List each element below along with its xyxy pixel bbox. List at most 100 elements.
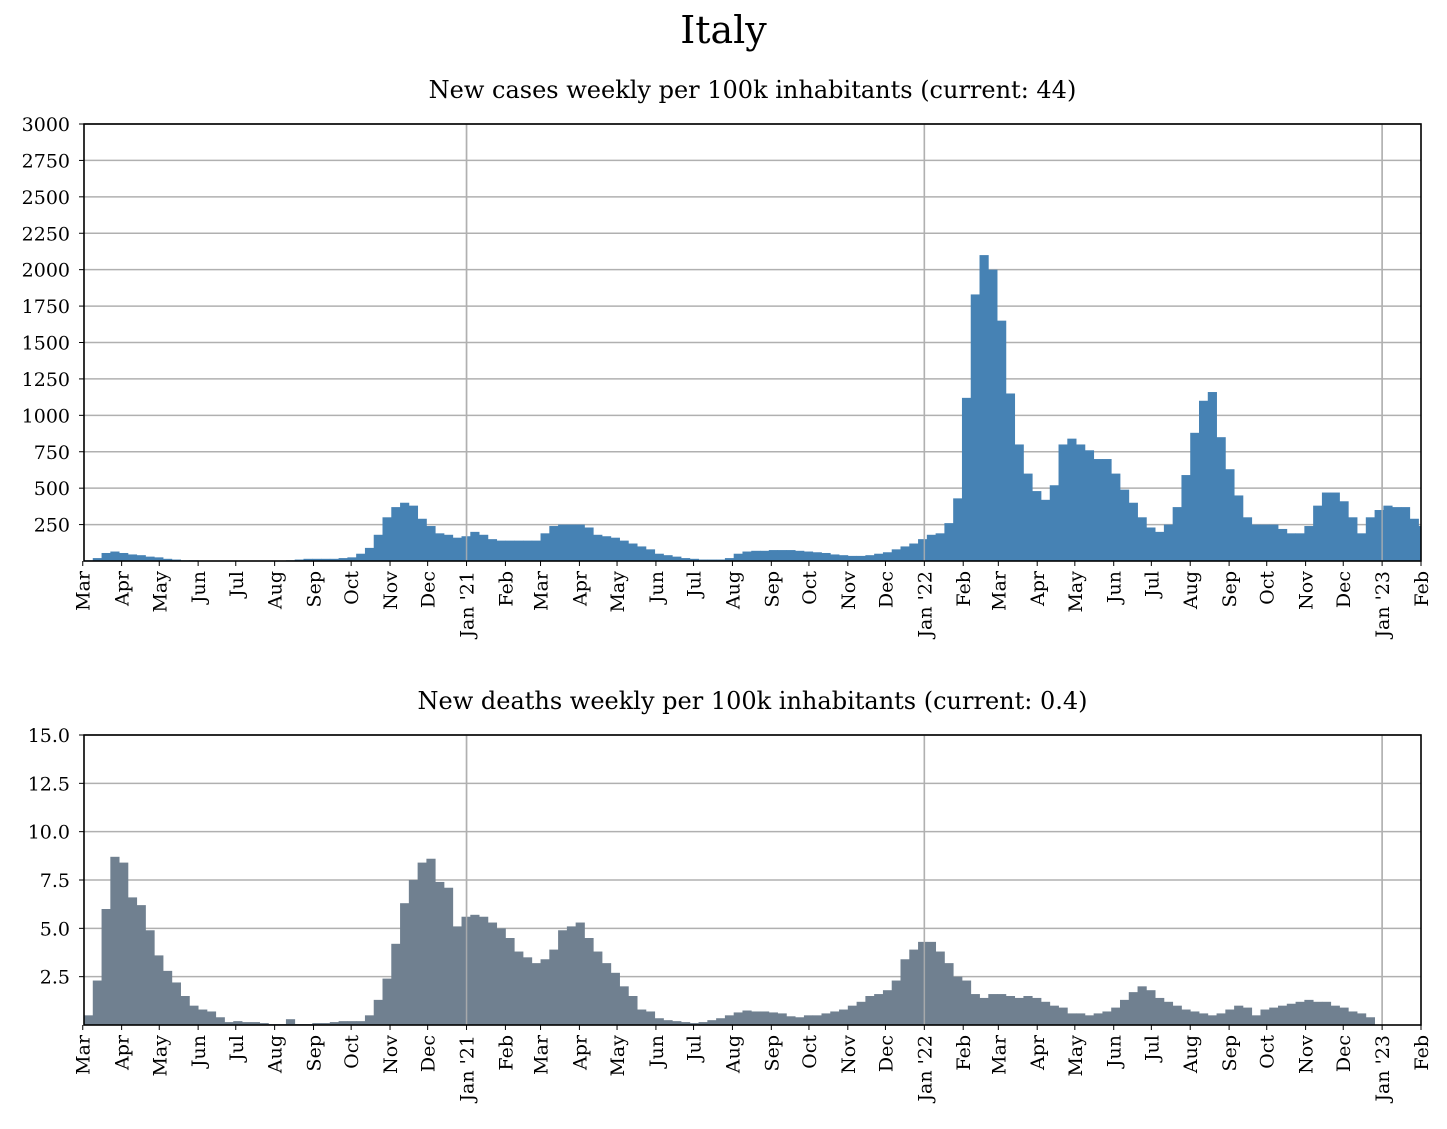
cases-bar [435, 533, 445, 561]
deaths-bar [408, 880, 419, 1025]
deaths-bar [1365, 1017, 1375, 1025]
cases-bar [724, 558, 735, 561]
cases-ytick-label: 250 [34, 515, 70, 537]
cases-bar [391, 507, 401, 561]
cases-bar [1058, 444, 1068, 561]
deaths-xtick-label: Oct [1257, 1035, 1279, 1069]
deaths-bar [1119, 999, 1130, 1025]
deaths-bar [285, 1019, 296, 1025]
deaths-bar [1146, 990, 1156, 1025]
cases-xtick-label: Dec [418, 571, 440, 608]
cases-xtick-label: Oct [341, 571, 363, 605]
deaths-bar [259, 1023, 269, 1025]
deaths-bar [558, 930, 568, 1025]
cases-bar [329, 558, 340, 561]
deaths-bar [1304, 999, 1314, 1025]
deaths-bar [672, 1021, 682, 1025]
deaths-bar [830, 1011, 840, 1025]
cases-xtick-label: Oct [799, 571, 821, 605]
cases-bar [847, 555, 858, 561]
cases-xtick-label: Jul [1141, 571, 1163, 599]
deaths-bar [847, 1005, 858, 1025]
deaths-bar [1111, 1007, 1121, 1025]
deaths-bar [1163, 1001, 1174, 1025]
deaths-bar [1330, 1005, 1340, 1025]
deaths-bar [812, 1015, 822, 1025]
deaths-bar [584, 938, 594, 1025]
cases-bar [1155, 531, 1165, 561]
deaths-bar [891, 980, 901, 1025]
cases-bar [496, 540, 506, 561]
deaths-bar [487, 922, 498, 1025]
cases-xtick-label: Feb [1411, 571, 1433, 607]
deaths-bar [84, 1015, 94, 1025]
deaths-bar [961, 980, 972, 1025]
deaths-xtick-label: Mar [73, 1034, 95, 1075]
cases-bar [1339, 501, 1349, 561]
cases-xtick-label: Aug [1180, 571, 1202, 610]
cases-bar [382, 517, 392, 561]
deaths-bar [1339, 1007, 1349, 1025]
deaths-bar [382, 978, 392, 1025]
deaths-bar [707, 1020, 717, 1025]
cases-bar [1392, 507, 1402, 561]
deaths-xtick-label: Apr [1027, 1034, 1049, 1071]
deaths-chart-title: New deaths weekly per 100k inhabitants (… [418, 687, 1088, 715]
cases-xtick-label: Apr [569, 570, 591, 607]
deaths-bar [970, 994, 980, 1025]
deaths-bar [92, 980, 102, 1025]
cases-ytick-label: 500 [34, 478, 70, 500]
deaths-ytick-label: 5.0 [40, 918, 70, 940]
cases-bar [997, 320, 1007, 561]
deaths-bar [1181, 1009, 1191, 1025]
cases-bar [839, 555, 849, 561]
deaths-xtick-label: Oct [799, 1035, 821, 1069]
cases-bar [1119, 489, 1130, 561]
cases-bar [566, 524, 577, 561]
cases-bar [145, 556, 155, 561]
deaths-xtick-label: Nov [838, 1035, 860, 1074]
cases-bar [1251, 524, 1261, 561]
cases-xtick-label: May [1065, 571, 1087, 613]
deaths-bar [101, 909, 111, 1025]
deaths-bar [1076, 1013, 1086, 1025]
deaths-xtick-label: Aug [265, 1035, 287, 1074]
deaths-bar [1216, 1013, 1226, 1025]
cases-bar [593, 534, 603, 561]
deaths-bar [1348, 1011, 1358, 1025]
cases-bar [961, 397, 972, 561]
cases-bar [1181, 475, 1191, 561]
cases-xtick-label: Dec [875, 571, 897, 608]
cases-bar [154, 557, 164, 561]
deaths-xtick-label: Dec [418, 1035, 440, 1072]
deaths-bar [1058, 1007, 1068, 1025]
deaths-xtick-label: May [1065, 1035, 1087, 1077]
deaths-ytick-label: 10.0 [28, 822, 70, 844]
cases-xtick-label: Feb [495, 571, 517, 607]
deaths-bar [918, 941, 928, 1025]
cases-bar [882, 552, 893, 561]
deaths-bar [795, 1017, 805, 1025]
cases-bar [689, 558, 699, 561]
cases-ytick-label: 1000 [22, 405, 70, 427]
deaths-xtick-label: Feb [1411, 1035, 1433, 1071]
deaths-bar [321, 1023, 331, 1025]
cases-xtick-label: Jan '22 [914, 571, 936, 640]
cases-bar [338, 558, 348, 561]
deaths-bar [856, 1001, 866, 1025]
deaths-xtick-label: Aug [1180, 1035, 1202, 1074]
cases-bar [1049, 485, 1059, 561]
cases-bar [540, 533, 550, 561]
deaths-bar [786, 1016, 796, 1025]
cases-bar [487, 539, 498, 561]
cases-bar [742, 551, 752, 561]
deaths-bar [601, 963, 612, 1025]
cases-bar [601, 536, 612, 561]
cases-bar [479, 534, 489, 561]
cases-bar [874, 553, 884, 561]
deaths-bar [329, 1022, 340, 1025]
deaths-bar [1102, 1011, 1112, 1025]
deaths-bar [935, 951, 945, 1025]
cases-bar [452, 537, 462, 561]
